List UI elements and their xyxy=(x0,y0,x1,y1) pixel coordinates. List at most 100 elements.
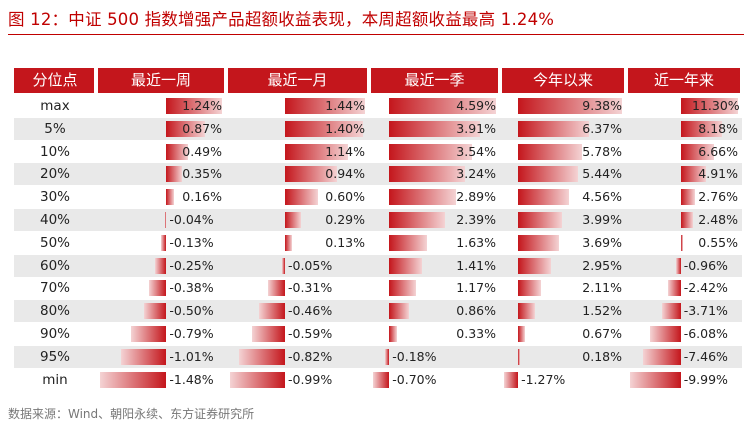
data-bar xyxy=(389,166,465,183)
data-value: -0.04% xyxy=(169,212,214,227)
data-bar xyxy=(504,371,519,388)
row-label: 30% xyxy=(39,189,70,206)
data-bar xyxy=(285,143,349,160)
data-value: 4.59% xyxy=(456,98,496,113)
data-bar xyxy=(389,143,472,160)
data-bar xyxy=(518,98,622,114)
row-label: 90% xyxy=(39,326,70,342)
data-bar xyxy=(518,120,589,137)
data-bar xyxy=(285,166,338,183)
data-value: 8.18% xyxy=(698,120,738,136)
data-bar xyxy=(252,326,285,342)
row-stripe xyxy=(14,209,742,231)
row-label: 95% xyxy=(39,348,70,365)
row-label: 70% xyxy=(39,280,70,297)
data-bar xyxy=(680,189,695,206)
data-value: 4.91% xyxy=(698,166,738,182)
row-label: 40% xyxy=(39,212,70,228)
data-bar xyxy=(680,166,706,183)
data-value: 2.48% xyxy=(698,212,738,227)
data-value: 0.35% xyxy=(182,166,222,182)
data-value: -0.70% xyxy=(392,371,437,387)
row-label: min xyxy=(42,371,68,388)
header-cell: 今年以来 xyxy=(532,71,593,89)
data-value: 1.63% xyxy=(456,234,496,250)
data-bar xyxy=(389,280,417,297)
row-label: max xyxy=(40,98,70,114)
data-bar xyxy=(155,257,167,274)
header-cell-bg xyxy=(228,68,367,93)
data-value: 9.38% xyxy=(582,98,622,113)
data-bar xyxy=(130,326,167,342)
data-value: 0.67% xyxy=(582,326,622,341)
data-bar xyxy=(661,303,681,320)
data-bar xyxy=(518,189,569,206)
header-cell-bg xyxy=(502,68,624,93)
data-value: -0.25% xyxy=(169,257,214,273)
data-bar xyxy=(518,212,563,228)
data-bar xyxy=(164,212,167,228)
data-value: 5.78% xyxy=(582,143,622,159)
chart-title: 图 12：中证 500 指数增强产品超额收益表现，本周超额收益最高 1.24% xyxy=(8,10,555,29)
data-value: 1.52% xyxy=(582,303,622,319)
data-bar xyxy=(680,98,738,114)
data-value: -3.71% xyxy=(683,303,728,319)
data-bar xyxy=(121,348,167,365)
data-bar xyxy=(166,98,222,114)
data-bar xyxy=(389,189,457,206)
data-bar xyxy=(285,234,293,251)
data-bar xyxy=(166,143,189,160)
data-value: -0.18% xyxy=(392,348,437,364)
row-stripe xyxy=(14,345,742,368)
data-value: -9.99% xyxy=(683,371,728,387)
data-value: 3.91% xyxy=(456,120,496,136)
header-cell: 最近一季 xyxy=(404,71,465,89)
data-value: 3.69% xyxy=(582,234,622,250)
data-bar xyxy=(630,371,681,388)
header-cell: 分位点 xyxy=(32,71,78,89)
data-bar xyxy=(389,120,481,137)
data-value: -1.27% xyxy=(521,371,566,387)
data-value: 0.86% xyxy=(456,303,496,319)
data-bar xyxy=(389,303,410,320)
data-bar xyxy=(518,326,526,342)
data-value: 1.14% xyxy=(325,143,365,159)
data-value: 2.39% xyxy=(456,212,496,227)
data-value: -0.31% xyxy=(288,280,333,296)
data-value: -0.79% xyxy=(169,326,214,341)
data-value: 3.99% xyxy=(582,212,622,227)
data-bar xyxy=(285,189,319,206)
data-bar xyxy=(518,348,521,365)
data-bar xyxy=(518,234,559,251)
row-label: 10% xyxy=(39,143,70,160)
row-label: 60% xyxy=(39,257,70,274)
row-label: 5% xyxy=(44,120,66,137)
header-cell: 最近一周 xyxy=(130,71,191,89)
data-value: 2.11% xyxy=(582,280,622,296)
data-bar xyxy=(160,234,167,251)
data-value: 2.95% xyxy=(582,257,622,273)
data-bar xyxy=(166,120,206,137)
data-bar xyxy=(389,326,397,342)
data-value: 1.44% xyxy=(325,98,365,113)
row-stripe xyxy=(14,254,742,277)
data-value: 3.54% xyxy=(456,143,496,159)
row-stripe xyxy=(14,163,742,186)
data-value: 0.18% xyxy=(582,348,622,364)
header-cell-bg xyxy=(98,68,224,93)
data-bar xyxy=(285,98,365,114)
header-cell: 最近一月 xyxy=(267,71,328,89)
row-label: 20% xyxy=(39,166,70,183)
data-value: 6.37% xyxy=(582,120,622,136)
data-value: -0.46% xyxy=(288,303,333,319)
data-value: -1.01% xyxy=(169,348,214,364)
data-bar xyxy=(680,120,723,137)
data-bar xyxy=(239,348,285,365)
data-bar xyxy=(675,257,681,274)
data-value: -6.08% xyxy=(683,326,728,341)
data-bar xyxy=(267,280,285,297)
data-value: 0.33% xyxy=(456,326,496,341)
data-bar xyxy=(680,234,684,251)
data-value: 0.55% xyxy=(698,234,738,250)
